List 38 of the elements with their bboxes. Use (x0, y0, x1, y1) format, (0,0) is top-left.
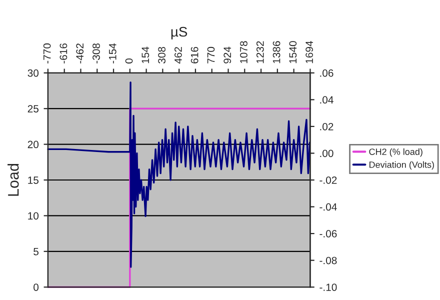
y-tick-label: 20 (28, 140, 39, 148)
legend-label: CH2 (% load) (369, 148, 422, 157)
y2-tick-label: -.10 (320, 284, 337, 291)
y-tick-label: 15 (28, 176, 38, 184)
x-tick-label: 924 (224, 46, 232, 64)
x-tick-label: 462 (174, 47, 182, 64)
y-axis-title: Load (8, 164, 19, 196)
x-tick-label: 1386 (272, 41, 280, 64)
x-tick-label: 1694 (306, 41, 313, 64)
x-tick-label: 1078 (240, 41, 248, 64)
y2-tick-label: -.02 (320, 176, 337, 184)
y2-tick-label: .02 (320, 122, 334, 130)
y2-tick-label: -.06 (320, 230, 337, 238)
y-tick-label: 0 (34, 284, 39, 291)
y2-tick-label: .04 (320, 96, 334, 104)
x-tick-label: -308 (92, 43, 100, 64)
x-axis-title: µS (171, 26, 188, 40)
legend-label: Deviation (Volts) (370, 161, 434, 170)
y-tick-label: 25 (28, 105, 38, 112)
x-tick-label: 154 (142, 46, 150, 64)
line-series (47, 81, 311, 268)
x-tick-label: 616 (190, 46, 198, 64)
y-tick-label: 10 (28, 212, 39, 220)
y2-tick-label: .00 (320, 150, 334, 158)
x-tick-label: -770 (43, 43, 51, 64)
y-tick-label: 5 (34, 248, 38, 256)
x-tick-label: 308 (158, 46, 166, 64)
x-tick-label: -616 (60, 43, 68, 64)
y2-tick-label: .06 (320, 69, 334, 77)
x-tick-label: 1540 (289, 41, 297, 64)
x-tick-label: 0 (125, 58, 133, 64)
y-tick-label: 30 (28, 69, 39, 77)
x-tick-label: -154 (109, 43, 116, 64)
y2-tick-label: -.04 (320, 203, 337, 211)
x-tick-label: 1232 (256, 41, 264, 64)
x-tick-label: 770 (207, 46, 215, 64)
y2-tick-label: -.08 (320, 256, 337, 264)
x-tick-label: -462 (76, 44, 84, 64)
